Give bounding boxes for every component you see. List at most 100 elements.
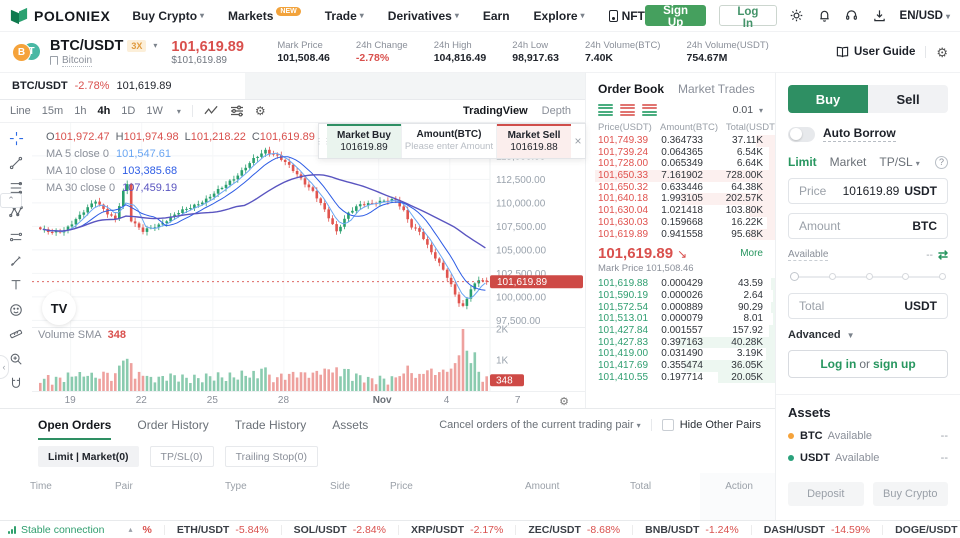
nav-item-buy-crypto[interactable]: Buy Crypto ▾ — [132, 9, 204, 23]
emoji-icon[interactable] — [8, 302, 24, 317]
settings-gear-icon[interactable]: ⚙ — [936, 44, 948, 60]
nav-item-nft[interactable]: NFT — [608, 9, 645, 23]
notifications-bell-icon[interactable] — [817, 8, 832, 24]
order-book-row-bid[interactable]: 101,417.69 0.355474 36.05K — [586, 360, 775, 372]
chart-style-line-button[interactable]: Line — [10, 105, 31, 117]
subtab-limit-market-0[interactable]: Limit | Market(0) — [38, 446, 139, 467]
slider-dot[interactable] — [865, 273, 873, 280]
pair-selector[interactable]: BTC/USDT 3X ▾ Bitcoin — [50, 38, 157, 67]
magnet-icon[interactable] — [8, 376, 24, 391]
login-signup-button[interactable]: Log in or sign up — [788, 350, 948, 378]
order-book-row-bid[interactable]: 101,619.88 0.000429 43.59 — [586, 278, 775, 290]
nav-item-earn[interactable]: Earn — [483, 9, 510, 23]
ticker-item-eth-usdt[interactable]: ETH/USDT -5.84% — [177, 524, 269, 536]
amount-slider[interactable] — [790, 270, 946, 284]
log-in-button[interactable]: Log In — [719, 5, 777, 30]
close-icon[interactable]: × — [574, 134, 582, 148]
deposit-button[interactable]: Deposit — [788, 482, 864, 506]
market-sell-button[interactable]: Market Sell 101619.88 — [497, 124, 571, 158]
text-tool-icon[interactable] — [8, 278, 24, 293]
ticker-item-bnb-usdt[interactable]: BNB/USDT -1.24% — [645, 524, 739, 536]
slider-dot[interactable] — [828, 273, 836, 280]
price-scale-settings-icon[interactable]: ⚙ — [559, 396, 569, 408]
xabcd-pattern-icon[interactable] — [8, 204, 24, 219]
total-field[interactable]: Total USDT — [788, 293, 948, 319]
tab-order-history[interactable]: Order History — [137, 417, 209, 432]
slider-knob[interactable] — [790, 272, 799, 281]
order-book-row-bid[interactable]: 101,410.55 0.197714 20.05K — [586, 371, 775, 384]
theme-sun-icon[interactable] — [790, 8, 805, 24]
crosshair-icon[interactable] — [8, 131, 24, 146]
locale-selector[interactable]: EN/USD ▾ — [900, 10, 950, 22]
ticker-item-sol-usdt[interactable]: SOL/USDT -2.84% — [294, 524, 386, 536]
slider-dot[interactable] — [939, 273, 946, 280]
interval-1d[interactable]: 1D — [121, 105, 136, 117]
amount-field[interactable]: Amount BTC — [788, 213, 948, 239]
transfer-icon[interactable]: ⇄ — [937, 248, 948, 262]
order-book-row-bid[interactable]: 101,427.84 0.001557 157.92 — [586, 324, 775, 337]
sign-up-button[interactable]: Sign Up — [644, 5, 707, 29]
forecast-icon[interactable] — [8, 229, 24, 244]
ticker-item-xrp-usdt[interactable]: XRP/USDT -2.17% — [411, 524, 503, 536]
order-book-row-bid[interactable]: 101,427.83 0.397163 40.28K — [586, 336, 775, 349]
cancel-orders-dropdown[interactable]: Cancel orders of the current trading pai… — [439, 418, 641, 431]
ob-view-bids-icon[interactable] — [598, 104, 613, 116]
chart-type-icon[interactable] — [204, 105, 219, 117]
tab-tradingview[interactable]: TradingView — [463, 105, 528, 117]
interval-1w[interactable]: 1W — [146, 105, 163, 117]
trend-line-icon[interactable] — [8, 155, 24, 170]
drag-handle-icon[interactable]: ⋮⋮ — [315, 136, 331, 146]
buy-tab[interactable]: Buy — [788, 85, 868, 113]
advanced-toggle[interactable]: Advanced ▼ — [788, 329, 855, 341]
chart-settings-icon[interactable]: ⚙ — [254, 104, 266, 118]
order-book-row-ask[interactable]: 101,749.39 0.364733 37.11K — [586, 135, 775, 147]
interval-15m[interactable]: 15m — [41, 105, 64, 117]
hide-other-pairs-checkbox[interactable]: Hide Other Pairs — [661, 418, 761, 431]
legend-collapse-button[interactable]: ⌃ — [0, 193, 22, 208]
ticker-sort-caret-icon[interactable]: ▴ — [128, 525, 133, 534]
subtab-tp-sl-0[interactable]: TP/SL(0) — [149, 446, 214, 467]
more-link[interactable]: More — [740, 248, 763, 260]
tab-assets[interactable]: Assets — [332, 417, 369, 432]
ticker-percent-toggle[interactable]: % — [142, 523, 152, 536]
tab-open-orders[interactable]: Open Orders — [38, 409, 112, 440]
ticker-item-zec-usdt[interactable]: ZEC/USDT -8.68% — [528, 524, 620, 536]
order-tab-limit[interactable]: Limit — [788, 155, 817, 169]
ob-view-asks-icon[interactable] — [620, 104, 635, 116]
time-axis[interactable]: 19 22 25 28 Nov 4 7 ⚙ — [32, 391, 585, 409]
ticker-item-dash-usdt[interactable]: DASH/USDT -14.59% — [764, 524, 870, 536]
price-chart[interactable]: 115,000.00112,500.00110,000.00107,500.00… — [32, 123, 585, 392]
order-book-row-bid[interactable]: 101,513.01 0.000079 8.01 — [586, 313, 775, 325]
nav-item-derivatives[interactable]: Derivatives ▾ — [388, 9, 459, 23]
tab-order-book[interactable]: Order Book — [598, 82, 665, 96]
nav-item-trade[interactable]: Trade ▾ — [325, 9, 364, 23]
nav-item-explore[interactable]: Explore ▾ — [534, 9, 585, 23]
user-guide-link[interactable]: User Guide — [836, 46, 915, 58]
order-book-row-bid[interactable]: 101,419.00 0.031490 3.19K — [586, 348, 775, 360]
download-app-icon[interactable] — [872, 8, 887, 24]
order-tab-tp-sl[interactable]: TP/SL ▾ — [879, 155, 920, 169]
interval-4h[interactable]: 4h — [97, 105, 111, 117]
ticker-item-doge-usdt[interactable]: DOGE/USDT-1.25% — [895, 524, 960, 536]
order-book-row-bid[interactable]: 101,572.54 0.000889 90.29 — [586, 301, 775, 314]
order-book-row-ask[interactable]: 101,650.32 0.633446 64.38K — [586, 181, 775, 194]
subtab-trailing-stop-0[interactable]: Trailing Stop(0) — [224, 446, 318, 467]
tab-market-trades[interactable]: Market Trades — [678, 82, 755, 96]
sell-tab[interactable]: Sell — [868, 85, 948, 113]
order-book-row-ask[interactable]: 101,650.33 7.161902 728.00K — [586, 170, 775, 182]
slider-dot[interactable] — [902, 273, 910, 280]
nav-item-markets[interactable]: Markets NEW — [228, 7, 301, 23]
chevron-down-icon[interactable]: ▾ — [176, 106, 181, 116]
tab-depth[interactable]: Depth — [541, 105, 571, 117]
help-icon[interactable]: ? — [935, 155, 948, 169]
chart-pair-tab[interactable]: BTC/USDT -2.78% 101,619.89 — [0, 73, 245, 99]
ob-view-combined-icon[interactable] — [642, 104, 657, 116]
market-buy-button[interactable]: Market Buy 101619.89 — [327, 124, 401, 158]
tab-trade-history[interactable]: Trade History — [234, 417, 307, 432]
order-book-row-ask[interactable]: 101,630.04 1.021418 103.80K — [586, 205, 775, 217]
asset-name[interactable]: Bitcoin — [50, 55, 157, 67]
order-book-row-bid[interactable]: 101,590.19 0.000026 2.64 — [586, 289, 775, 302]
order-book-row-ask[interactable]: 101,640.18 1.993105 202.57K — [586, 193, 775, 206]
ruler-icon[interactable] — [8, 327, 24, 342]
quick-amount-input[interactable]: Amount(BTC) Please enter Amount — [401, 124, 497, 158]
